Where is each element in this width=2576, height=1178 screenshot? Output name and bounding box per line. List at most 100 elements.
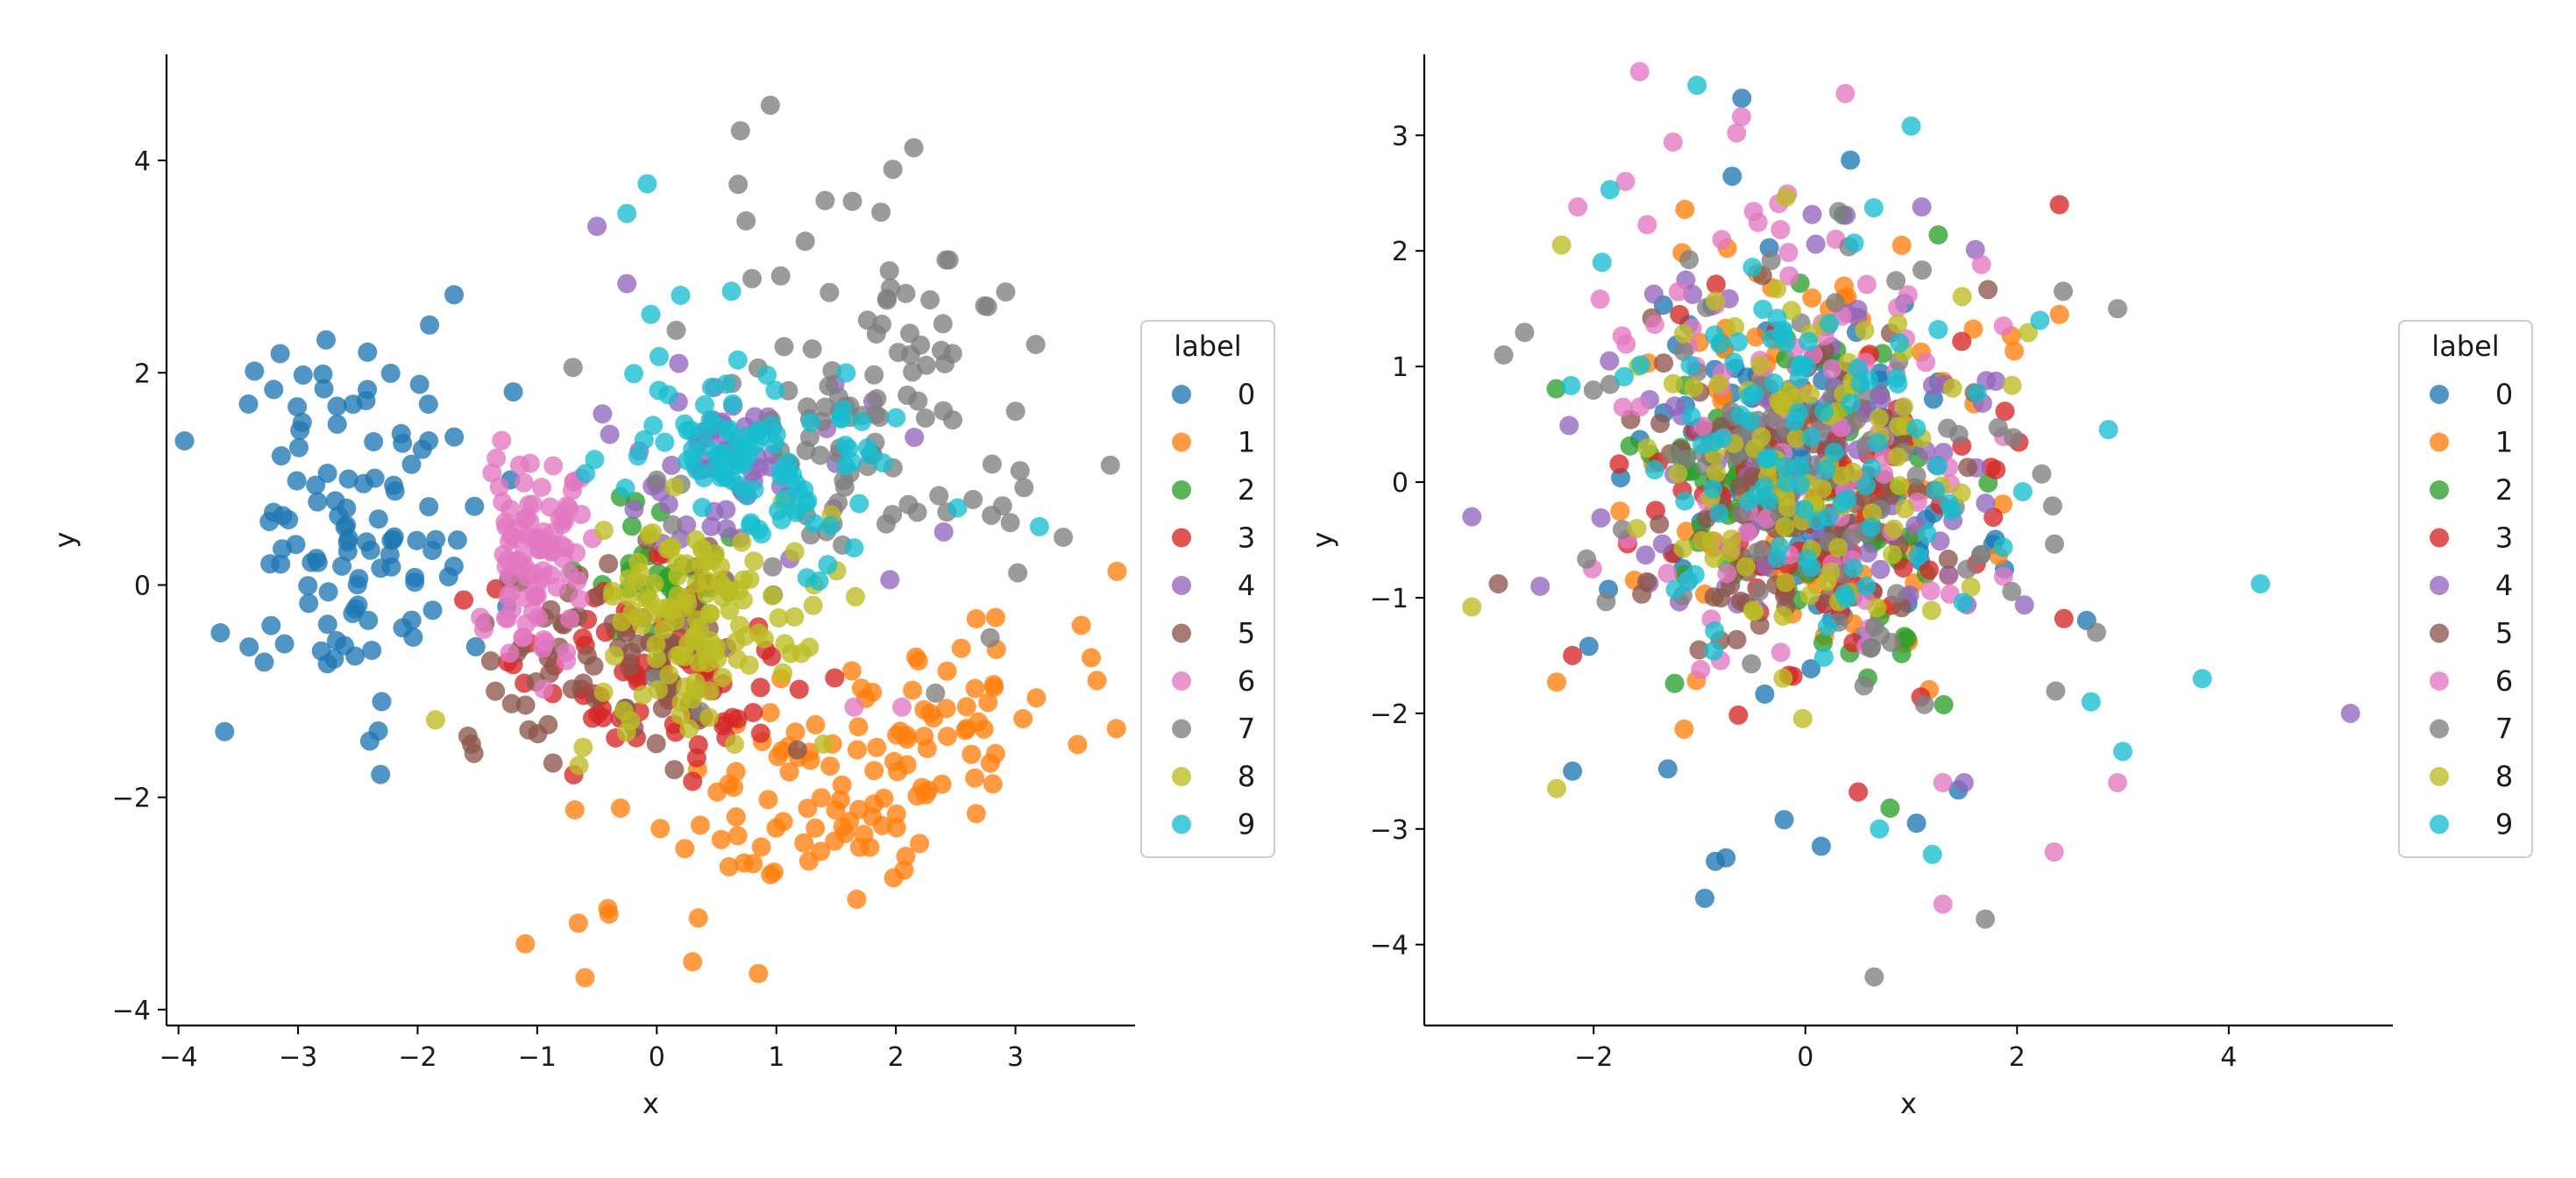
- data-point-label-6: [844, 697, 864, 717]
- data-point-label-8: [1942, 378, 1962, 398]
- data-point-label-8: [1742, 600, 1763, 621]
- x-tick-label: −2: [398, 1042, 436, 1073]
- data-point-label-7: [1746, 543, 1766, 563]
- data-point-label-1: [924, 708, 943, 728]
- data-point-label-0: [293, 365, 313, 385]
- data-point-label-0: [337, 532, 358, 552]
- data-point-label-1: [779, 762, 799, 782]
- legend-title: label: [2431, 330, 2499, 363]
- data-point-label-0: [401, 454, 422, 474]
- data-point-label-8: [1462, 597, 1482, 617]
- data-point-label-9: [701, 378, 721, 397]
- data-point-label-4: [2014, 595, 2034, 615]
- data-point-label-7: [1976, 909, 1996, 929]
- data-point-label-8: [699, 681, 720, 701]
- data-point-label-1: [937, 661, 957, 681]
- data-point-label-4: [2340, 703, 2360, 723]
- data-point-label-8: [1894, 397, 1913, 417]
- data-point-label-8: [664, 477, 685, 497]
- y-axis-label: y: [48, 532, 82, 549]
- legend-marker: [2430, 671, 2449, 691]
- data-point-label-9: [1859, 370, 1879, 390]
- data-point-label-9: [839, 438, 859, 458]
- data-point-label-1: [1106, 719, 1126, 739]
- data-point-label-0: [259, 512, 280, 531]
- data-point-label-6: [1779, 266, 1799, 286]
- data-point-label-9: [820, 515, 841, 536]
- data-point-label-6: [1717, 564, 1737, 584]
- legend-entry-label: 6: [2495, 664, 2513, 698]
- data-point-label-2: [1880, 798, 1900, 818]
- data-point-label-8: [1706, 291, 1725, 311]
- data-point-label-9: [1824, 443, 1844, 463]
- legend-marker: [1172, 814, 1191, 834]
- data-point-label-0: [311, 641, 331, 661]
- data-point-label-7: [1612, 520, 1632, 539]
- data-point-label-2: [1664, 673, 1685, 693]
- y-tick-label: 3: [1392, 121, 1409, 152]
- legend-entry-label: 5: [1238, 617, 1255, 650]
- data-point-label-6: [554, 505, 574, 525]
- data-point-label-1: [1843, 614, 1863, 634]
- legend-entry-label: 2: [2495, 473, 2513, 507]
- x-axis-label: x: [642, 1087, 659, 1120]
- data-point-label-4: [1591, 507, 1611, 528]
- data-point-label-9: [624, 364, 644, 384]
- legend-entry-label: 9: [2495, 808, 2513, 841]
- data-point-label-1: [1802, 288, 1822, 308]
- data-point-label-8: [694, 552, 714, 572]
- data-point-label-6: [1568, 197, 1588, 217]
- data-point-label-4: [669, 353, 689, 373]
- data-point-label-6: [1933, 773, 1953, 792]
- data-point-label-8: [713, 667, 733, 687]
- data-point-label-9: [1953, 593, 1973, 613]
- data-point-label-9: [1788, 403, 1808, 422]
- data-point-label-0: [422, 600, 443, 621]
- data-point-label-0: [264, 380, 284, 400]
- data-point-label-7: [929, 486, 949, 506]
- data-point-label-8: [1890, 476, 1910, 496]
- data-point-label-1: [515, 933, 536, 954]
- data-point-label-0: [419, 431, 439, 451]
- data-point-label-1: [826, 800, 846, 820]
- data-point-label-7: [898, 494, 919, 514]
- data-point-label-0: [444, 285, 465, 305]
- data-point-label-7: [982, 454, 1002, 474]
- legend: label 0 1 2 3 4 5 6 7 8 9: [2398, 320, 2533, 858]
- data-point-label-8: [763, 585, 783, 606]
- data-point-label-9: [1890, 333, 1910, 353]
- data-point-label-3: [1670, 304, 1690, 324]
- data-point-label-8: [1952, 287, 1972, 307]
- data-point-label-4: [933, 522, 954, 542]
- data-point-label-1: [983, 675, 1004, 695]
- data-point-label-9: [1744, 384, 1764, 404]
- data-point-label-6: [1822, 358, 1842, 379]
- data-point-label-7: [1676, 449, 1696, 469]
- data-point-label-0: [371, 764, 391, 784]
- data-point-label-7: [647, 470, 667, 490]
- data-point-label-9: [658, 385, 678, 405]
- data-point-label-7: [1847, 410, 1867, 429]
- data-point-label-8: [1708, 373, 1728, 394]
- data-point-label-6: [1856, 274, 1877, 294]
- legend-marker: [2430, 385, 2449, 404]
- data-point-label-3: [1983, 507, 2004, 528]
- data-point-label-9: [1665, 579, 1685, 600]
- data-point-label-8: [1736, 557, 1756, 577]
- data-point-label-8: [1773, 668, 1793, 688]
- data-point-label-9: [2081, 692, 2101, 712]
- data-point-label-6: [519, 494, 539, 514]
- data-point-label-0: [215, 721, 235, 742]
- data-point-label-8: [1707, 463, 1727, 483]
- data-point-label-9: [771, 510, 791, 529]
- data-point-label-8: [803, 595, 823, 615]
- data-point-label-1: [983, 774, 1003, 794]
- x-tick-label: 0: [649, 1042, 665, 1073]
- data-point-label-8: [644, 573, 664, 593]
- data-point-label-1: [966, 804, 986, 824]
- data-point-label-8: [1884, 519, 1904, 539]
- x-tick-label: 2: [888, 1042, 905, 1073]
- data-point-label-8: [784, 607, 805, 627]
- data-point-label-9: [695, 395, 714, 415]
- data-point-label-0: [273, 539, 292, 559]
